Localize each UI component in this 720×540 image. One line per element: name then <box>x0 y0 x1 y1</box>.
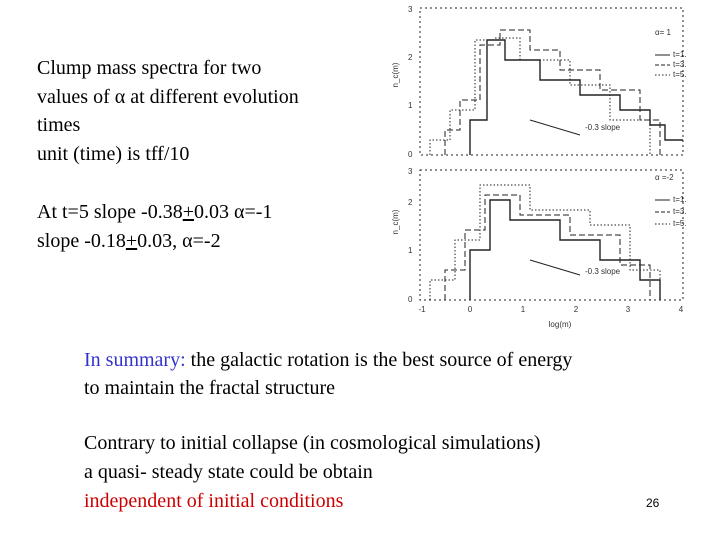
x-tick-label: -1 <box>418 305 426 314</box>
legend-entry: t=1. <box>673 195 687 204</box>
text-line: a quasi- steady state could be obtain <box>84 461 373 483</box>
y-axis-label: n_c(m) <box>391 209 400 234</box>
slope-line <box>529 119 581 136</box>
legend-entry: t=3. <box>673 60 687 69</box>
text: slope -0.18 <box>37 230 126 252</box>
y-tick-label: 1 <box>408 246 413 255</box>
text-line: Clump mass spectra for two <box>37 57 262 79</box>
highlight: independent of initial conditions <box>84 490 344 512</box>
y-tick-label: 2 <box>408 198 413 207</box>
histogram <box>469 199 661 300</box>
y-tick-label: 2 <box>408 53 413 62</box>
legend-entry: t=1. <box>673 50 687 59</box>
y-axis-label: n_c(m) <box>391 62 400 87</box>
annotation: -0.3 slope <box>585 123 621 132</box>
y-tick-label: 0 <box>408 150 413 159</box>
panel-label: α= 1 <box>655 28 672 37</box>
y-tick-label: 1 <box>408 101 413 110</box>
histogram <box>429 184 661 300</box>
annotation: -0.3 slope <box>585 267 621 276</box>
x-tick-label: 1 <box>521 305 526 314</box>
text: the galactic rotation is the best source… <box>185 349 573 371</box>
legend-entry: t=5. <box>673 219 687 228</box>
text-line: In summary: the galactic rotation is the… <box>84 349 572 371</box>
slope-line <box>529 259 581 276</box>
x-tick-label: 4 <box>679 305 684 314</box>
lead: In summary: <box>84 349 186 371</box>
text: At t=5 slope -0.38 <box>37 201 183 223</box>
plus-minus: + <box>125 230 138 252</box>
y-tick-label: 0 <box>408 295 413 304</box>
histogram <box>444 29 661 155</box>
text-line: slope -0.18+0.03, α=-2 <box>37 230 221 252</box>
text-line: unit (time) is tff/10 <box>37 143 190 165</box>
text: 0.03, α=-2 <box>137 230 221 252</box>
y-tick-label: 3 <box>408 5 413 14</box>
figure: α= 1 t=1. t=3. t=5. -0.3 slope n_c(m) 3 … <box>391 5 687 329</box>
histogram <box>429 37 651 155</box>
x-tick-label: 2 <box>574 305 579 314</box>
page-number: 26 <box>646 496 660 510</box>
histogram <box>469 39 683 155</box>
text-line: times <box>37 114 81 136</box>
plus-minus: + <box>182 201 194 223</box>
histogram <box>444 194 651 300</box>
text-line: At t=5 slope -0.38+0.03 α=-1 <box>37 201 272 223</box>
text-line: to maintain the fractal structure <box>84 377 336 399</box>
x-axis-label: log(m) <box>549 320 572 329</box>
y-tick-label: 3 <box>408 167 413 176</box>
panel-frame <box>419 7 684 156</box>
x-tick-label: 0 <box>468 305 473 314</box>
panel-label: α =-2 <box>655 173 674 182</box>
x-tick-label: 3 <box>626 305 631 314</box>
text-line: values of α at different evolution <box>37 86 299 108</box>
text: 0.03 α=-1 <box>194 201 273 223</box>
panel-frame <box>419 169 684 301</box>
legend-entry: t=3. <box>673 207 687 216</box>
text-line: Contrary to initial collapse (in cosmolo… <box>84 432 541 454</box>
legend-entry: t=5. <box>673 70 687 79</box>
